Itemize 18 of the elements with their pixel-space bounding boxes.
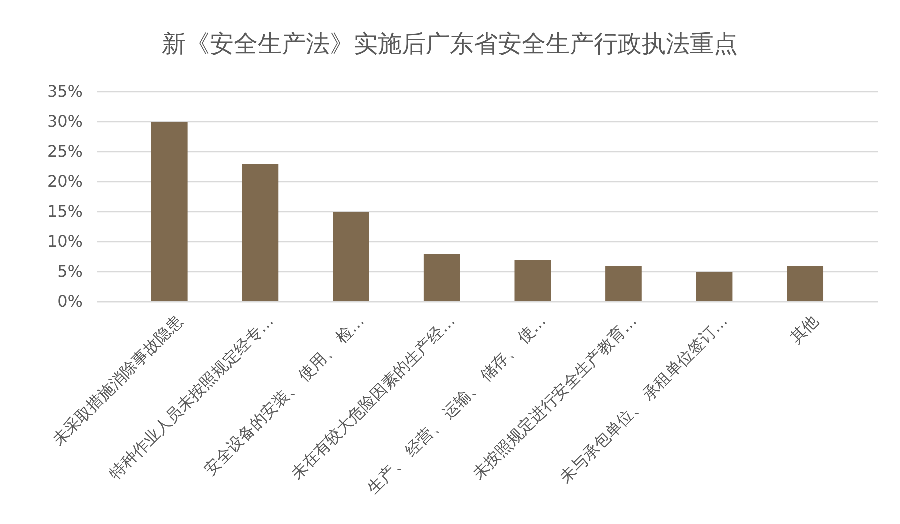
y-tick-label: 0% — [58, 292, 83, 312]
x-tick-label: 其他 — [786, 311, 822, 348]
y-tick-label: 35% — [47, 82, 83, 102]
y-tick-label: 10% — [47, 232, 83, 252]
y-tick-label: 20% — [47, 172, 83, 192]
bar — [787, 266, 824, 302]
bar — [424, 254, 460, 302]
bar — [514, 260, 552, 302]
y-tick-label: 5% — [58, 262, 83, 282]
bar — [151, 122, 188, 302]
bar — [242, 164, 279, 302]
bar — [606, 266, 642, 302]
y-tick-label: 15% — [47, 202, 83, 222]
bar — [333, 212, 370, 302]
y-tick-label: 25% — [47, 142, 83, 162]
y-tick-label: 30% — [47, 112, 83, 132]
chart-title: 新《安全生产法》实施后广东省安全生产行政执法重点 — [162, 30, 738, 58]
bar — [696, 272, 733, 302]
